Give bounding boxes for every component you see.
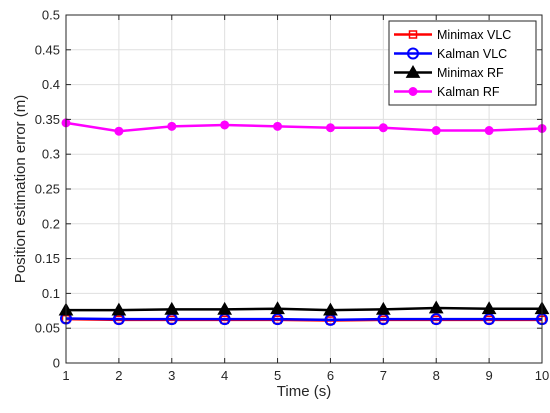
legend-marker [407, 47, 419, 60]
y-axis-label: Position estimation error (m) [12, 95, 29, 283]
legend: Minimax VLC Kalman VLC Minimax RF Kalman RF [388, 20, 537, 106]
data-point [484, 126, 494, 136]
axis-ticks: 1 2 3 4 5 6 7 8 9 10 0 0.05 0.1 0.15 0.2 0.25 0.3 0.35 0.4… [35, 8, 550, 384]
plot-series [58, 118, 550, 326]
data-point [323, 302, 338, 316]
series-line [66, 306, 542, 312]
data-point [217, 301, 233, 315]
legend-label: Minimax VLC [437, 28, 511, 42]
legend-item: Kalman VLC [394, 47, 507, 61]
legend-label: Kalman RF [437, 85, 500, 99]
data-point [167, 121, 177, 131]
x-tick-label: 10 [535, 368, 549, 383]
data-point [270, 301, 285, 315]
x-axis-label: Time (s) [277, 383, 331, 400]
legend-item: Minimax RF [394, 64, 504, 80]
data-point [483, 313, 496, 326]
y-tick-label: 0.1 [42, 286, 60, 301]
y-tick-label: 0.35 [35, 112, 60, 127]
data-point [164, 301, 180, 315]
y-tick-label: 0.05 [35, 321, 60, 336]
data-point [271, 313, 284, 326]
y-tick-label: 0.3 [42, 147, 60, 162]
series-2 [58, 300, 550, 316]
series-3 [61, 118, 547, 136]
x-tick-label: 5 [274, 368, 281, 383]
legend-marker [408, 30, 418, 39]
series-line [65, 121, 543, 133]
x-tick-label: 6 [327, 368, 334, 383]
x-tick-label: 3 [168, 368, 175, 383]
data-point [481, 301, 497, 315]
data-point [325, 123, 335, 133]
data-point [431, 126, 441, 136]
x-tick-label: 7 [380, 368, 387, 383]
data-point [114, 126, 124, 136]
legend-label: Minimax RF [437, 66, 504, 80]
legend-item: Minimax VLC [394, 28, 511, 42]
y-tick-label: 0.45 [35, 42, 60, 57]
x-tick-label: 8 [433, 368, 440, 383]
y-tick-label: 0.2 [42, 216, 60, 231]
data-point [430, 313, 443, 326]
y-tick-label: 0.25 [35, 182, 60, 197]
x-tick-label: 9 [485, 368, 492, 383]
data-point [220, 120, 230, 130]
legend-item: Kalman RF [394, 85, 500, 99]
x-tick-label: 4 [221, 368, 228, 383]
y-tick-label: 0.5 [42, 8, 60, 23]
data-point [111, 302, 127, 316]
data-point [428, 300, 444, 314]
x-tick-label: 1 [62, 368, 69, 383]
x-tick-label: 2 [115, 368, 122, 383]
y-tick-label: 0.4 [42, 77, 60, 92]
data-point [375, 301, 391, 315]
series-line [65, 317, 542, 322]
data-point [378, 123, 388, 133]
data-point [273, 121, 283, 131]
legend-marker [408, 87, 418, 96]
y-tick-label: 0 [53, 356, 60, 371]
legend-marker [405, 64, 421, 78]
legend-label: Kalman VLC [437, 47, 507, 61]
y-tick-label: 0.15 [35, 251, 60, 266]
